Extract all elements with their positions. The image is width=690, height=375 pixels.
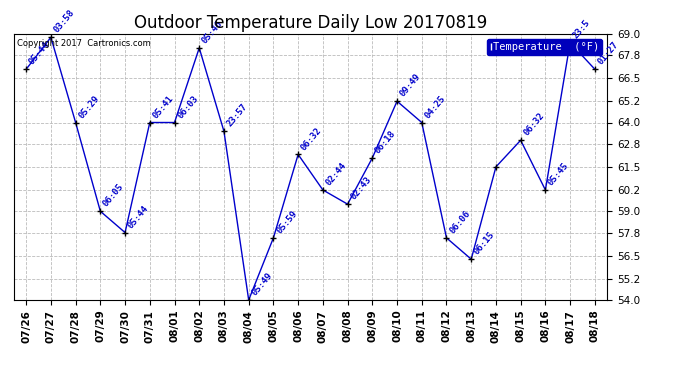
Text: 05:45: 05:45 [546, 161, 571, 187]
Text: 06:15: 06:15 [473, 230, 497, 256]
Text: 05:41: 05:41 [151, 93, 175, 120]
Text: 05:49: 05:49 [250, 271, 274, 297]
Text: 04:25: 04:25 [423, 93, 447, 120]
Text: 02:44: 02:44 [324, 161, 348, 187]
Text: 06:05: 06:05 [101, 182, 126, 209]
Text: 06:03: 06:03 [176, 93, 200, 120]
Text: 06:18: 06:18 [373, 129, 397, 155]
Text: 01:27: 01:27 [596, 40, 620, 67]
Text: 09:49: 09:49 [398, 72, 422, 99]
Text: 05:29: 05:29 [77, 93, 101, 120]
Text: 06:32: 06:32 [299, 125, 324, 152]
Text: 05:46: 05:46 [201, 19, 225, 45]
Text: Copyright 2017  Cartronics.com: Copyright 2017 Cartronics.com [17, 39, 150, 48]
Text: 05:44: 05:44 [28, 40, 52, 67]
Text: 06:32: 06:32 [522, 111, 546, 138]
Text: 05:59: 05:59 [275, 209, 299, 235]
Legend: Temperature  (°F): Temperature (°F) [487, 39, 602, 55]
Text: 06:06: 06:06 [448, 209, 472, 235]
Title: Outdoor Temperature Daily Low 20170819: Outdoor Temperature Daily Low 20170819 [134, 14, 487, 32]
Text: 23:57: 23:57 [225, 102, 249, 129]
Text: 02:43: 02:43 [349, 175, 373, 201]
Text: 23:5: 23:5 [571, 18, 592, 40]
Text: 05:44: 05:44 [126, 204, 150, 230]
Text: 03:58: 03:58 [52, 8, 77, 34]
